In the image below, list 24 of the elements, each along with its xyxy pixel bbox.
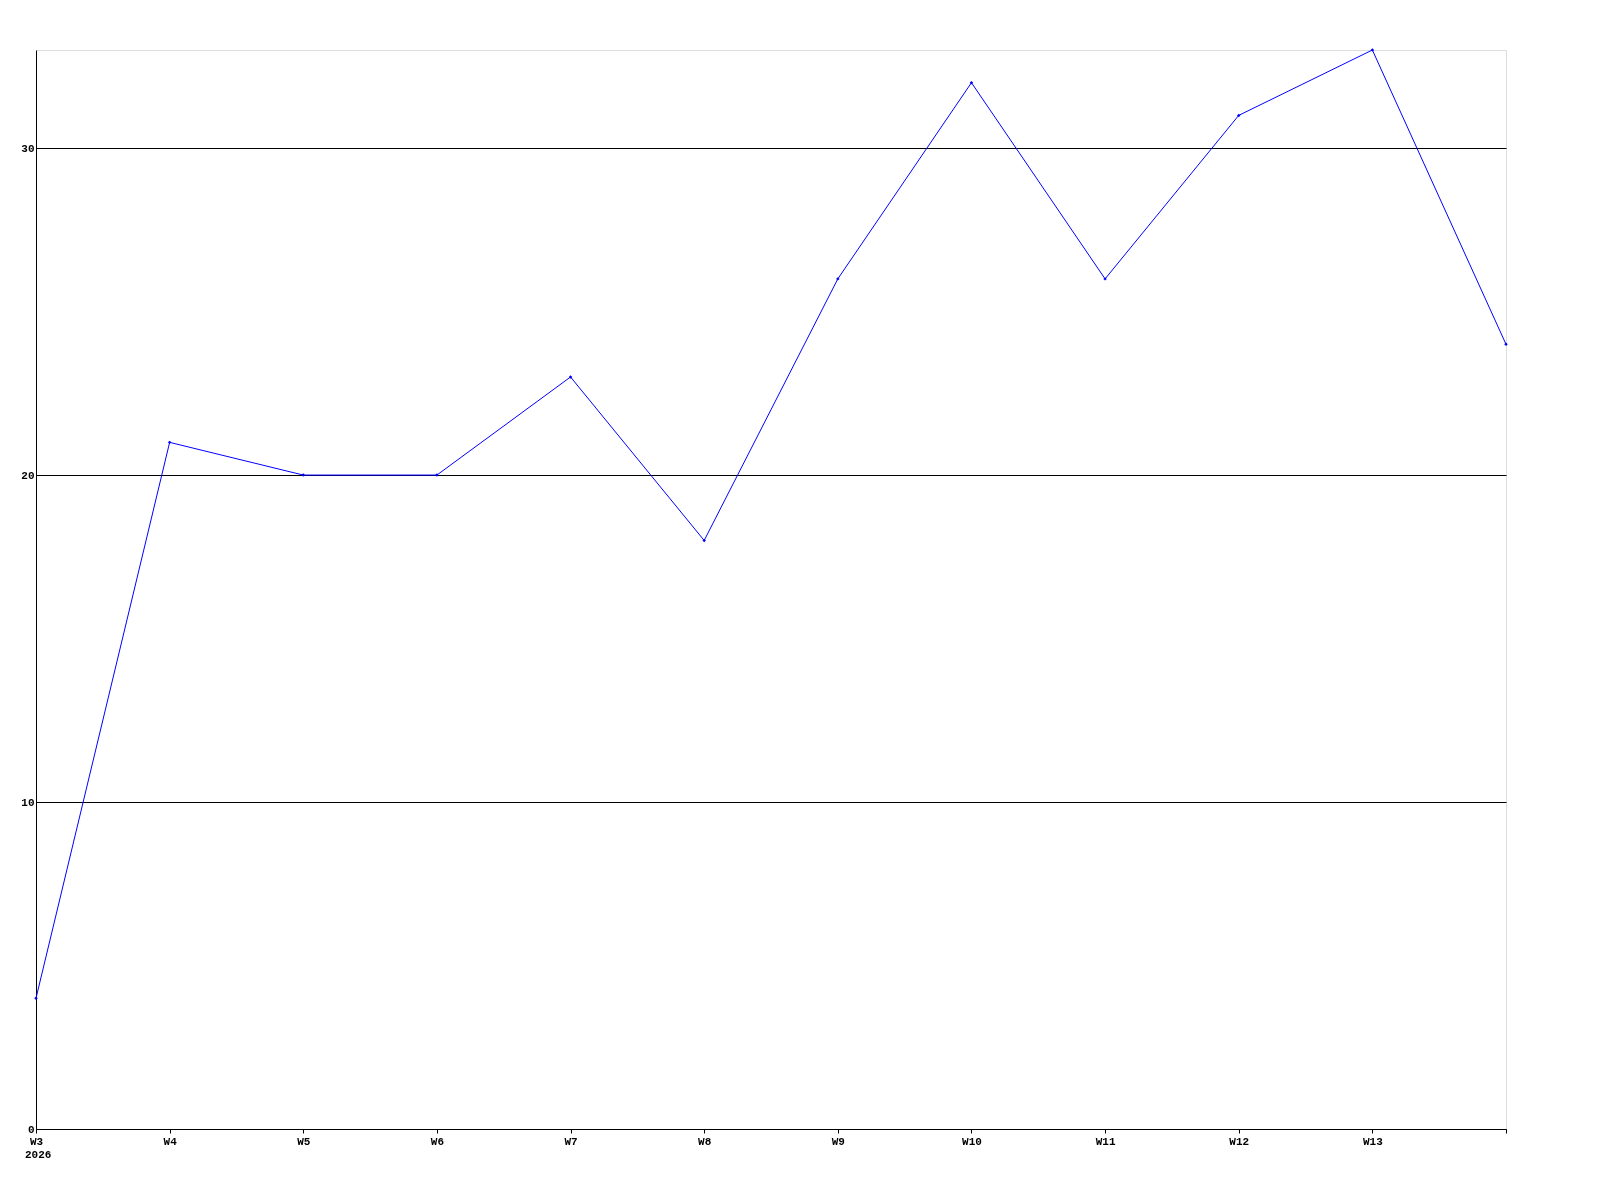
x-tick-label: W9 (831, 1135, 845, 1148)
point (1237, 113, 1241, 118)
point (702, 538, 706, 543)
x-tick-label: W13 (1362, 1135, 1384, 1148)
x-tick-label: W7 (564, 1135, 578, 1148)
point (1370, 48, 1375, 52)
y-tick-label: 20 (21, 469, 35, 482)
y-tick-label: 30 (21, 142, 35, 155)
x-tick-label: W12 (1229, 1135, 1250, 1148)
point (568, 375, 573, 379)
text: 2026 (25, 1149, 52, 1161)
point (836, 277, 840, 281)
x-tick-label: W10 (962, 1135, 982, 1148)
x-tick-label: W5 (297, 1135, 311, 1148)
x-tick-label: W3 (29, 1135, 44, 1148)
x-tick-label: W6 (430, 1135, 445, 1148)
x-tick-label: W8 (698, 1135, 712, 1148)
y-tick-label: 10 (21, 796, 35, 809)
x-tick-label: W11 (1095, 1135, 1116, 1148)
point (167, 440, 172, 445)
point (301, 473, 305, 477)
x-tick-label: W4 (163, 1135, 178, 1148)
line-series (34, 48, 1508, 1000)
y-tick-label: 0 (27, 1123, 35, 1136)
